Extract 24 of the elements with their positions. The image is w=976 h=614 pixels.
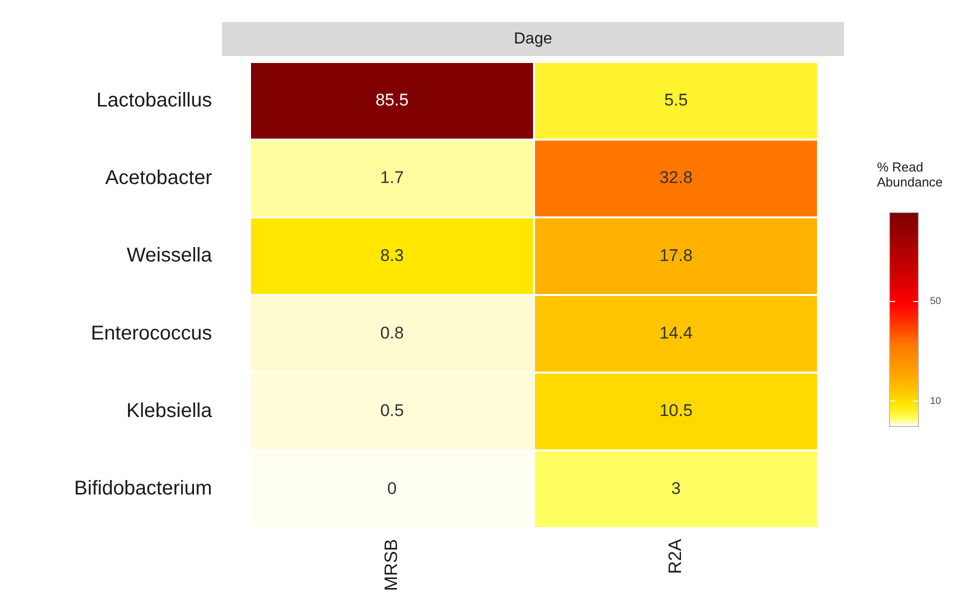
data-label: 3 bbox=[671, 478, 681, 498]
y-tick-label: Bifidobacterium bbox=[74, 478, 212, 500]
color-bar-label: 50 bbox=[930, 296, 942, 308]
data-label: 0.5 bbox=[380, 401, 404, 420]
data-label: 14.4 bbox=[659, 324, 693, 343]
y-tick-label: Lactobacillus bbox=[96, 89, 212, 112]
x-tick-label: R2A bbox=[664, 539, 685, 574]
chart-title: Dage bbox=[514, 30, 552, 48]
data-label: 0.8 bbox=[380, 324, 404, 343]
y-tick-label: Acetobacter bbox=[105, 167, 212, 190]
data-label: 32.8 bbox=[659, 168, 693, 188]
y-tick-label: Klebsiella bbox=[126, 400, 213, 422]
data-label: 10.5 bbox=[659, 401, 693, 420]
data-label: 85.5 bbox=[375, 90, 409, 110]
data-label: 1.7 bbox=[380, 168, 404, 188]
y-tick-label: Enterococcus bbox=[90, 322, 212, 344]
data-label: 17.8 bbox=[659, 246, 693, 265]
data-label: 0 bbox=[387, 478, 397, 498]
data-label: 5.5 bbox=[664, 90, 688, 110]
x-tick-label: MRSB bbox=[380, 539, 401, 592]
color-bar-title: % Read Abundance bbox=[877, 160, 943, 190]
data-label: 8.3 bbox=[380, 246, 404, 265]
color-bar-label: 10 bbox=[930, 396, 942, 407]
y-tick-label: Weissella bbox=[126, 244, 213, 267]
